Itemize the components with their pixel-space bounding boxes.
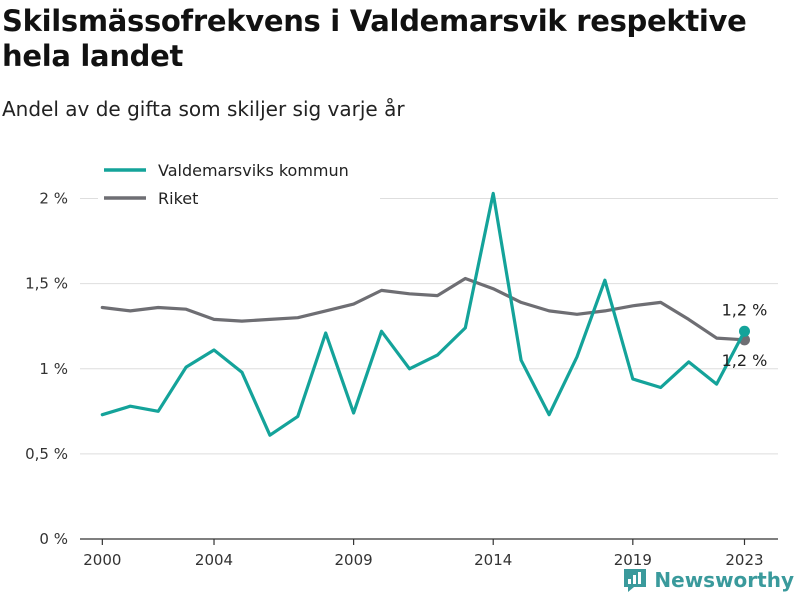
chart-subtitle: Andel av de gifta som skiljer sig varje … xyxy=(2,97,405,121)
x-tick-label: 2000 xyxy=(83,551,121,569)
legend: Valdemarsviks kommun Riket xyxy=(98,156,380,210)
y-tick-label: 1 % xyxy=(39,360,68,378)
series-line-1 xyxy=(100,276,747,342)
y-tick-label: 0,5 % xyxy=(25,445,68,463)
end-value-label: 1,2 % xyxy=(722,351,768,370)
x-tick-label: 2009 xyxy=(335,551,373,569)
brand-name: Newsworthy xyxy=(654,568,794,592)
y-tick-label: 1,5 % xyxy=(25,275,68,293)
axes: 0 % 0,5 % 1 % 1,5 % 2 % 2000 2004 2009 2014 2019 2… xyxy=(25,190,778,569)
end-labels: 1,2 % 1,2 % xyxy=(722,300,768,370)
chart-title: Skilsmässofrekvens i Valdemarsvik respek… xyxy=(2,4,747,73)
series-end-point-0 xyxy=(738,325,750,337)
legend-background xyxy=(98,156,380,210)
legend-label: Valdemarsviks kommun xyxy=(158,161,349,180)
legend-label: Riket xyxy=(158,189,198,208)
grid-lines xyxy=(80,198,778,455)
series-line-0 xyxy=(100,191,747,437)
x-tick-label: 2004 xyxy=(195,551,233,569)
y-tick-label: 2 % xyxy=(39,190,68,208)
brand-logo: Newsworthy xyxy=(622,566,794,594)
x-tick-label: 2023 xyxy=(725,551,763,569)
series-lines xyxy=(100,191,750,437)
y-tick-label: 0 % xyxy=(39,530,68,548)
x-tick-label: 2019 xyxy=(614,551,652,569)
x-tick-label: 2014 xyxy=(474,551,512,569)
end-value-label: 1,2 % xyxy=(722,300,768,319)
newsworthy-icon xyxy=(624,569,647,592)
